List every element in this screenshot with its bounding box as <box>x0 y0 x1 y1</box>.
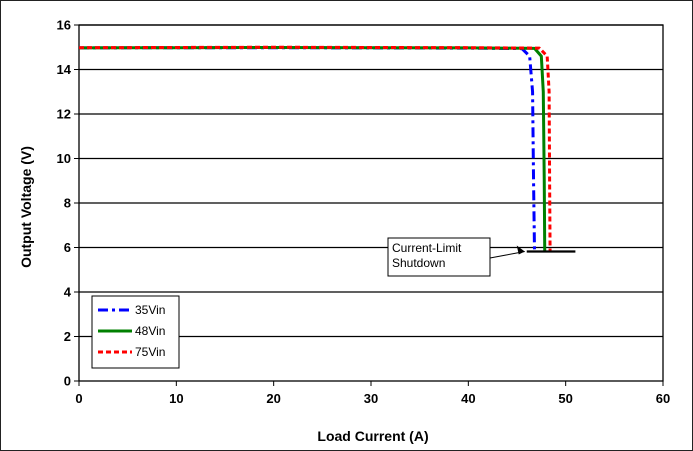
series-line-75vin <box>78 45 552 252</box>
y-tick-label: 10 <box>57 151 71 166</box>
annotation-box <box>387 237 491 277</box>
axes: 0 2 4 6 8 10 12 14 16 0 10 20 30 40 50 60 <box>57 18 671 407</box>
y-tick-label: 0 <box>64 374 71 389</box>
x-tick-label: 30 <box>364 391 378 406</box>
series-lines <box>78 45 552 252</box>
x-tick-label: 0 <box>75 391 82 406</box>
y-tick-label: 14 <box>57 62 72 77</box>
gridlines <box>79 24 663 338</box>
legend-label-48vin: 48Vin <box>135 324 165 338</box>
series-line-48vin <box>78 45 547 252</box>
x-tick-label: 20 <box>266 391 280 406</box>
y-tick-label: 6 <box>64 240 71 255</box>
x-tick-label: 40 <box>461 391 475 406</box>
y-tick-label: 2 <box>64 329 71 344</box>
x-tick-label: 10 <box>169 391 183 406</box>
y-tick-label: 16 <box>57 18 71 33</box>
series-line-35vin <box>78 46 537 252</box>
legend-label-35vin: 35Vin <box>135 303 165 317</box>
x-tick-label: 60 <box>656 391 670 406</box>
legend: 35Vin 48Vin 75Vin <box>91 295 180 369</box>
x-tick-label: 50 <box>558 391 572 406</box>
annotation-arrow-head <box>516 245 525 255</box>
y-axis-title: Output Voltage (V) <box>18 146 34 268</box>
plot-area-border <box>78 24 664 382</box>
y-tick-label: 4 <box>64 285 72 300</box>
y-tick-label: 8 <box>64 196 71 211</box>
legend-label-75vin: 75Vin <box>135 345 165 359</box>
annotation-text: Current-Limit <box>392 241 462 255</box>
y-tick-label: 12 <box>57 107 71 122</box>
x-axis-title: Load Current (A) <box>317 428 428 444</box>
annotation-text: Shutdown <box>392 256 445 270</box>
